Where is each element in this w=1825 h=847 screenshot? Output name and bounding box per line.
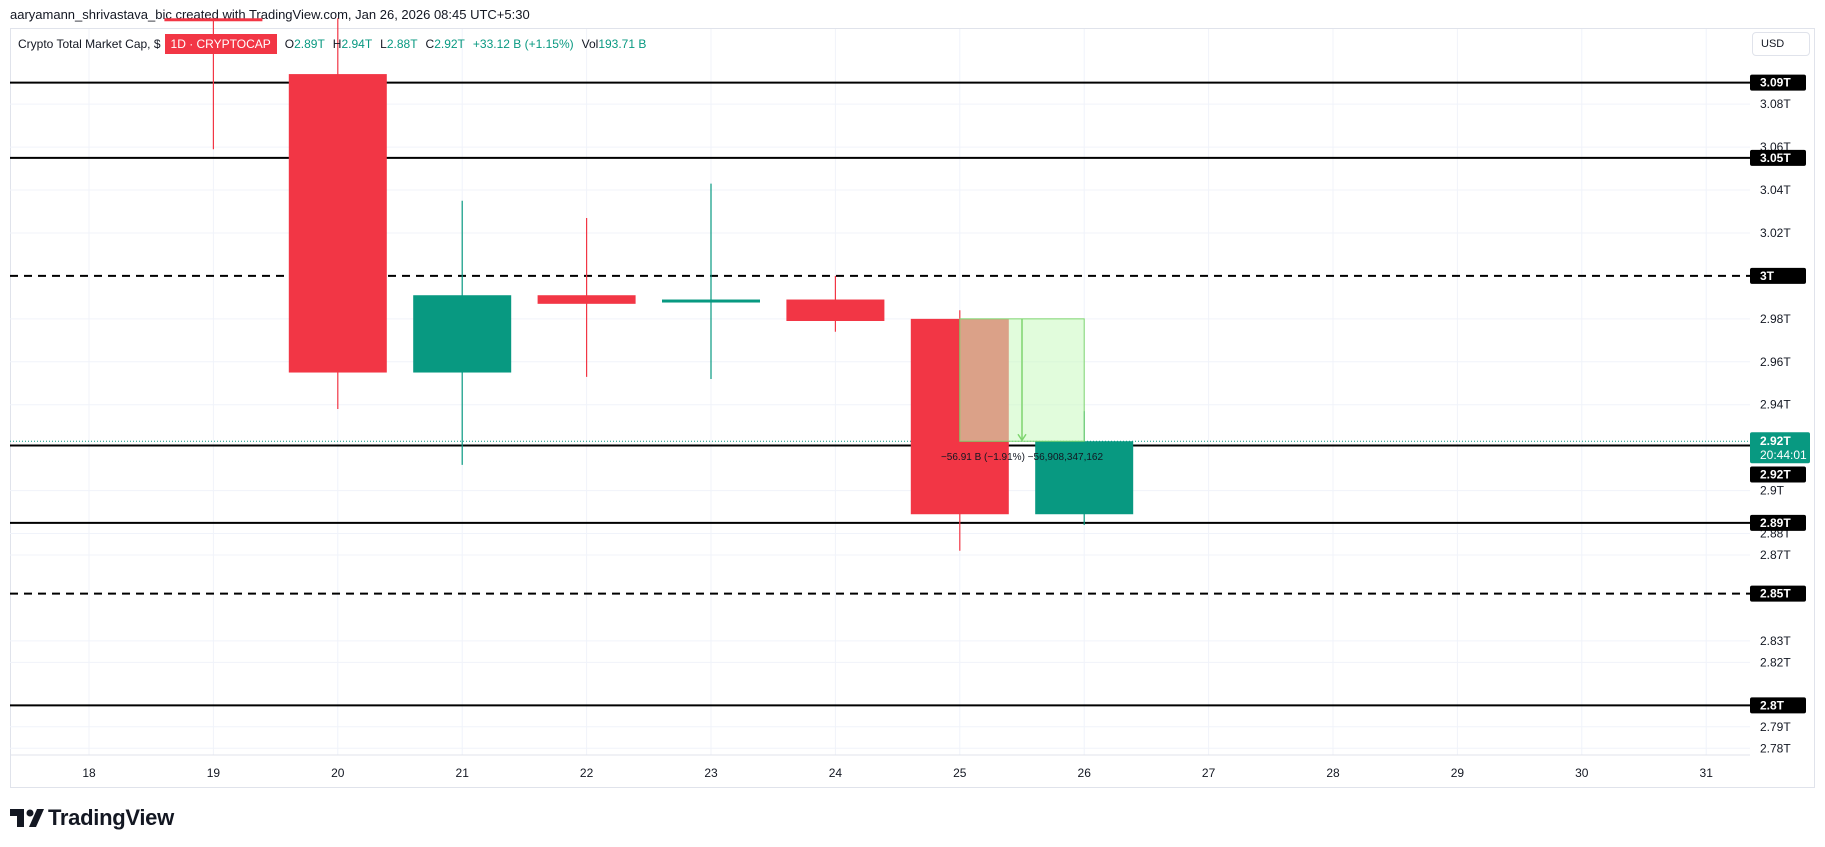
y-tick-label: 2.87T <box>1760 548 1791 562</box>
y-tick-label: 2.78T <box>1760 741 1791 755</box>
y-tick-label: 2.98T <box>1760 312 1791 326</box>
tradingview-logo-icon <box>10 809 44 827</box>
y-tick-label: 3.08T <box>1760 97 1791 111</box>
y-tick-label: 3.04T <box>1760 183 1791 197</box>
price-line-tag: 3.05T <box>1760 151 1791 165</box>
price-chart[interactable]: 18 19 20 21 22 23 24 25 26 27 28 29 30 31 2.78T 2.79T 2.… <box>0 0 1825 800</box>
x-tick-label: 23 <box>704 766 718 780</box>
low-value: 2.88T <box>386 37 418 51</box>
x-tick-label: 28 <box>1326 766 1340 780</box>
last-price-tag-bg <box>1750 432 1810 464</box>
y-tick-label: 2.96T <box>1760 355 1791 369</box>
chart-pane[interactable] <box>10 28 1815 788</box>
x-tick-label: 27 <box>1202 766 1216 780</box>
change-value: +33.12 B (+1.15%) <box>472 37 574 51</box>
y-tick-label: 2.82T <box>1760 655 1791 669</box>
currency-selector[interactable]: USD <box>1752 32 1810 56</box>
interval-badge[interactable]: 1D · CRYPTOCAP <box>164 34 277 54</box>
volume-value: 193.71 B <box>598 37 647 51</box>
price-line-tag-bg <box>1750 466 1806 483</box>
measure-arrow-head <box>1017 433 1027 442</box>
candle-body <box>537 295 636 304</box>
price-line-tag-bg <box>1750 74 1806 91</box>
x-tick-label: 30 <box>1575 766 1589 780</box>
measure-label: −56.91 B (−1.91%) −56,908,347,162 <box>941 452 1104 463</box>
y-tick-label: 2.83T <box>1760 634 1791 648</box>
price-line-tag-bg <box>1750 585 1806 602</box>
price-line-tag-bg <box>1750 267 1806 284</box>
open-label: O <box>284 37 295 51</box>
symbol-name[interactable]: Crypto Total Market Cap, $ <box>18 37 161 51</box>
x-tick-label: 20 <box>331 766 345 780</box>
price-line-tag-bg <box>1750 149 1806 166</box>
low-label: L <box>380 37 387 51</box>
x-tick-label: 29 <box>1451 766 1465 780</box>
chart-attribution: aaryamann_shrivastava_bic created with T… <box>10 7 530 22</box>
price-line-tag-bg <box>1750 514 1806 531</box>
countdown-timer: 20:44:01 <box>1760 448 1807 462</box>
price-line-tag: 3.09T <box>1760 76 1791 90</box>
x-tick-label: 18 <box>82 766 96 780</box>
x-tick-label: 31 <box>1700 766 1714 780</box>
candle-body <box>288 74 387 373</box>
candle-body <box>413 295 512 373</box>
close-label: C <box>425 37 435 51</box>
y-tick-label: 3.02T <box>1760 226 1791 240</box>
x-tick-label: 19 <box>207 766 221 780</box>
price-line-tag-bg <box>1750 697 1806 714</box>
x-tick-label: 25 <box>953 766 967 780</box>
price-line-tag: 2.85T <box>1760 587 1791 601</box>
y-tick-label: 2.94T <box>1760 398 1791 412</box>
candle-body <box>1035 441 1134 515</box>
x-tick-label: 24 <box>829 766 843 780</box>
y-tick-label: 2.79T <box>1760 720 1791 734</box>
price-line-tag: 2.92T <box>1760 468 1791 482</box>
x-tick-label: 22 <box>580 766 594 780</box>
candle-body <box>662 299 760 303</box>
close-value: 2.92T <box>434 37 465 51</box>
tradingview-logo-text: TradingView <box>48 805 174 830</box>
candle-body <box>164 18 263 22</box>
volume-label: Vol <box>581 37 599 51</box>
y-tick-label: 2.9T <box>1760 484 1785 498</box>
price-line-tag: 2.89T <box>1760 516 1791 530</box>
open-value: 2.89T <box>294 37 325 51</box>
price-line-tag: 2.8T <box>1760 698 1785 712</box>
price-line-tag: 3T <box>1760 269 1775 283</box>
high-value: 2.94T <box>341 37 373 51</box>
x-tick-label: 26 <box>1078 766 1092 780</box>
x-tick-label: 21 <box>456 766 470 780</box>
high-label: H <box>332 37 342 51</box>
tradingview-logo[interactable]: TradingView <box>10 805 174 831</box>
candle-body <box>786 299 885 321</box>
last-price-tag: 2.92T <box>1760 434 1791 448</box>
symbol-legend: Crypto Total Market Cap, $ 1D · CRYPTOCA… <box>18 34 654 54</box>
